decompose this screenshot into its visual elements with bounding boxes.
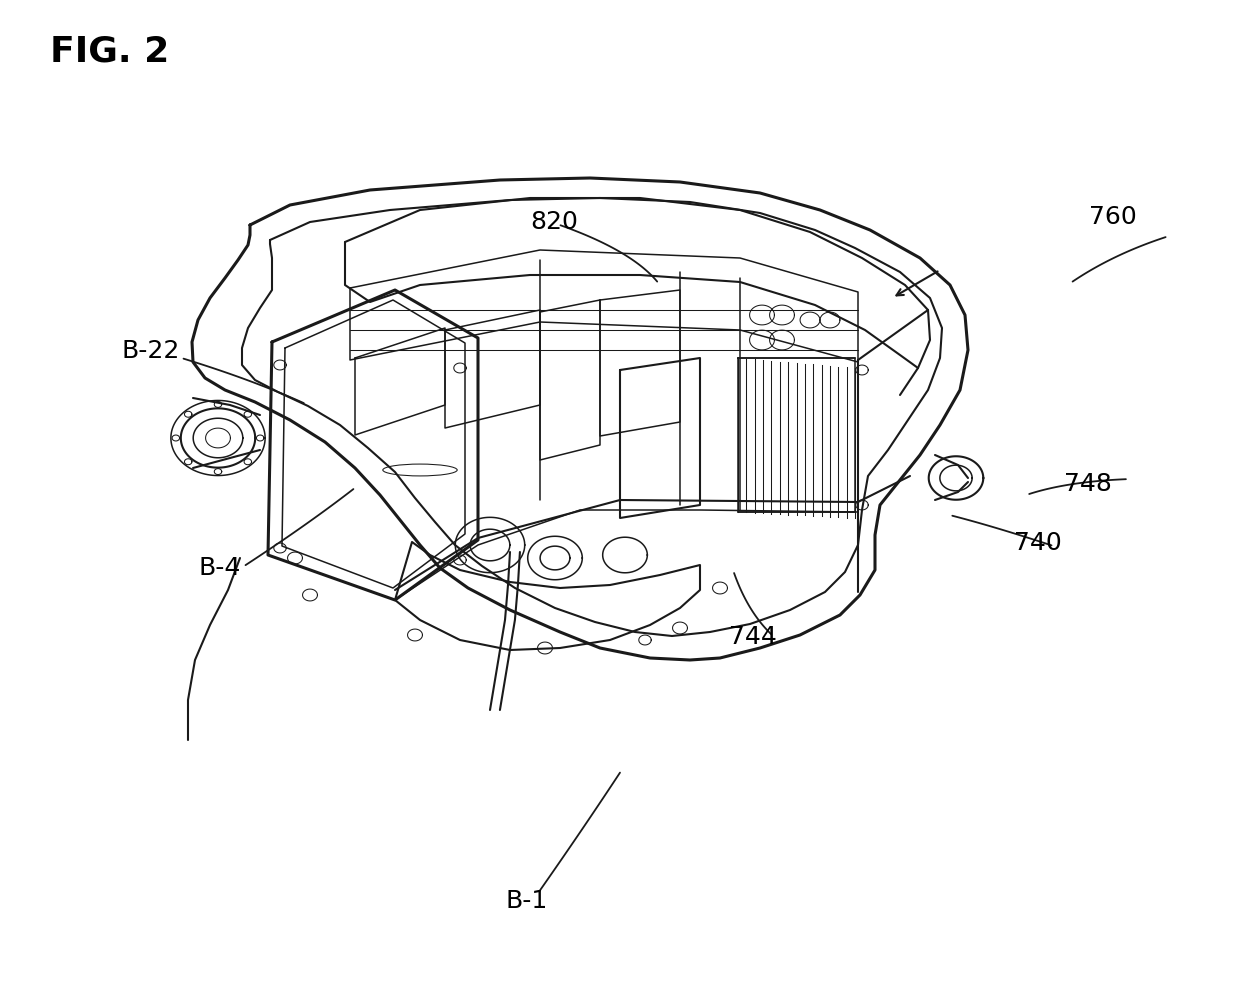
Text: 820: 820 <box>531 210 579 234</box>
Text: FIG. 2: FIG. 2 <box>50 35 169 68</box>
Text: 760: 760 <box>1089 206 1137 229</box>
Text: 740: 740 <box>1014 532 1063 555</box>
Text: B-4: B-4 <box>198 556 241 580</box>
Text: B-22: B-22 <box>122 339 180 363</box>
Text: 748: 748 <box>1064 472 1112 496</box>
Text: B-1: B-1 <box>506 889 548 913</box>
Text: 744: 744 <box>729 625 777 649</box>
